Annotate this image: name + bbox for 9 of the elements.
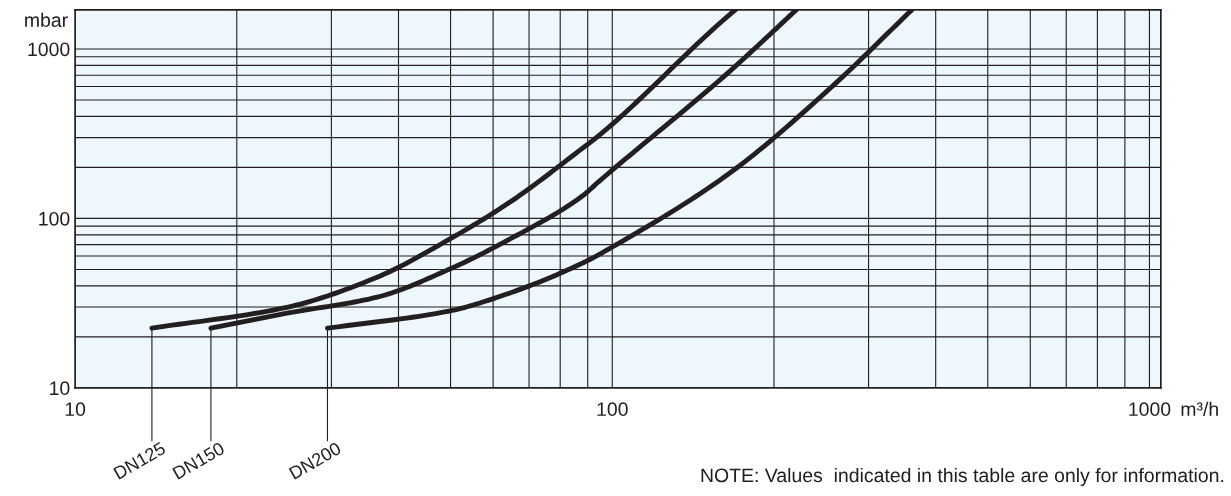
x-tick-label: 100 xyxy=(597,402,628,417)
text: NOTE: Values indicated in this table are only for information. xyxy=(701,467,1224,487)
y-tick-label: 1000 xyxy=(28,42,70,57)
y-axis-title: mbar xyxy=(25,12,68,27)
y-tick-label: 100 xyxy=(39,211,70,226)
y-tick-label: 10 xyxy=(50,381,70,396)
x-tick-label: 1000 xyxy=(1129,402,1171,417)
x-tick-label: 10 xyxy=(65,402,86,417)
x-axis-title: m³/h xyxy=(1181,401,1218,417)
